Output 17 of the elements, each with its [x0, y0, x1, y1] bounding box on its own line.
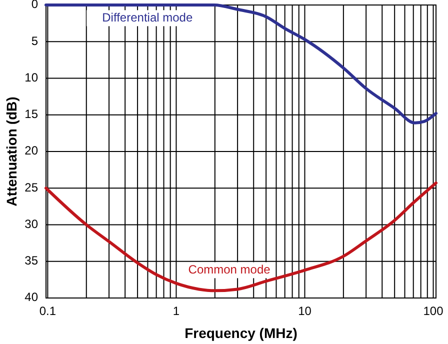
- y-tick-label: 0: [31, 0, 38, 12]
- y-tick-label: 15: [24, 107, 38, 122]
- y-tick-label: 35: [24, 254, 38, 268]
- y-tick-label: 20: [24, 144, 38, 158]
- y-axis-title: Attenuation (dB): [4, 96, 20, 206]
- series-label: Common mode: [188, 262, 271, 276]
- y-tick-label: 25: [24, 180, 38, 194]
- y-tick-label: 5: [31, 34, 38, 48]
- y-tick-label: 30: [24, 216, 38, 231]
- x-tick-label: 100: [423, 304, 444, 318]
- x-tick-label: 0.1: [39, 304, 56, 318]
- x-tick-label: 1: [172, 304, 180, 318]
- x-axis-title: Frequency (MHz): [184, 325, 298, 341]
- x-tick-label: 10: [298, 304, 312, 318]
- y-tick-label: 40: [24, 290, 38, 304]
- series-label: Differential mode: [102, 10, 193, 24]
- y-tick-label: 10: [24, 70, 38, 84]
